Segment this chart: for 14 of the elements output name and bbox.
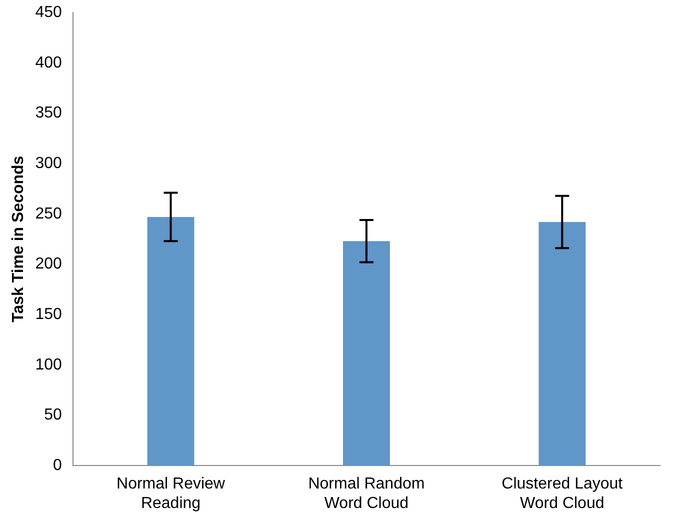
y-axis-title: Task Time in Seconds	[10, 156, 28, 322]
y-tick-label: 150	[35, 306, 62, 324]
x-tick-label: Clustered Layout Word Cloud	[502, 476, 624, 512]
x-tick-label: Normal Random Word Cloud	[308, 476, 425, 512]
y-tick-label: 200	[35, 256, 62, 273]
y-tick-label: 0	[52, 457, 62, 474]
y-tick-label: 350	[35, 104, 62, 122]
y-tick-label: 250	[35, 205, 62, 222]
y-tick-label: 400	[35, 54, 62, 72]
x-tick-label: Normal Review Reading	[116, 476, 226, 512]
y-tick-label: 50	[44, 406, 62, 424]
y-tick-label: 100	[35, 356, 62, 374]
y-tick-label: 450	[35, 4, 62, 22]
y-tick-label: 300	[35, 155, 62, 172]
